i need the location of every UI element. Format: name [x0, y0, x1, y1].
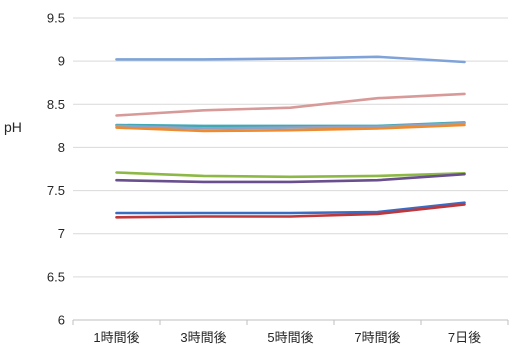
- series-line-2: [115, 92, 466, 117]
- y-tick-label: 6: [58, 313, 65, 328]
- series-line-5: [115, 123, 466, 133]
- y-tick-label: 8: [58, 140, 65, 155]
- y-tick-label: 7.5: [47, 183, 65, 198]
- x-tick-label: 7日後: [448, 330, 481, 345]
- x-tick-label: 7時間後: [354, 330, 400, 345]
- series-lines: [115, 55, 466, 219]
- series-line-6: [115, 171, 466, 179]
- series-line-9: [115, 203, 466, 219]
- series-line-8: [115, 201, 466, 215]
- y-tick-label: 9: [58, 54, 65, 69]
- y-tick-labels: 6 6.5 7 7.5 8 8.5 9 9.5: [47, 11, 65, 328]
- y-tick-label: 8.5: [47, 97, 65, 112]
- gridlines: [72, 17, 509, 325]
- series-line-4: [115, 122, 466, 130]
- series-line-7: [115, 172, 466, 184]
- x-tick-label: 3時間後: [180, 330, 226, 345]
- x-tick-labels: 1時間後 3時間後 5時間後 7時間後 7日後: [93, 330, 481, 345]
- y-tick-label: 6.5: [47, 269, 65, 284]
- x-tick-label: 5時間後: [267, 330, 313, 345]
- y-tick-label: 7: [58, 226, 65, 241]
- series-line-1: [115, 55, 466, 64]
- y-tick-label: 9.5: [47, 11, 65, 26]
- x-tick-label: 1時間後: [93, 330, 139, 345]
- y-axis-label: pH: [4, 119, 22, 135]
